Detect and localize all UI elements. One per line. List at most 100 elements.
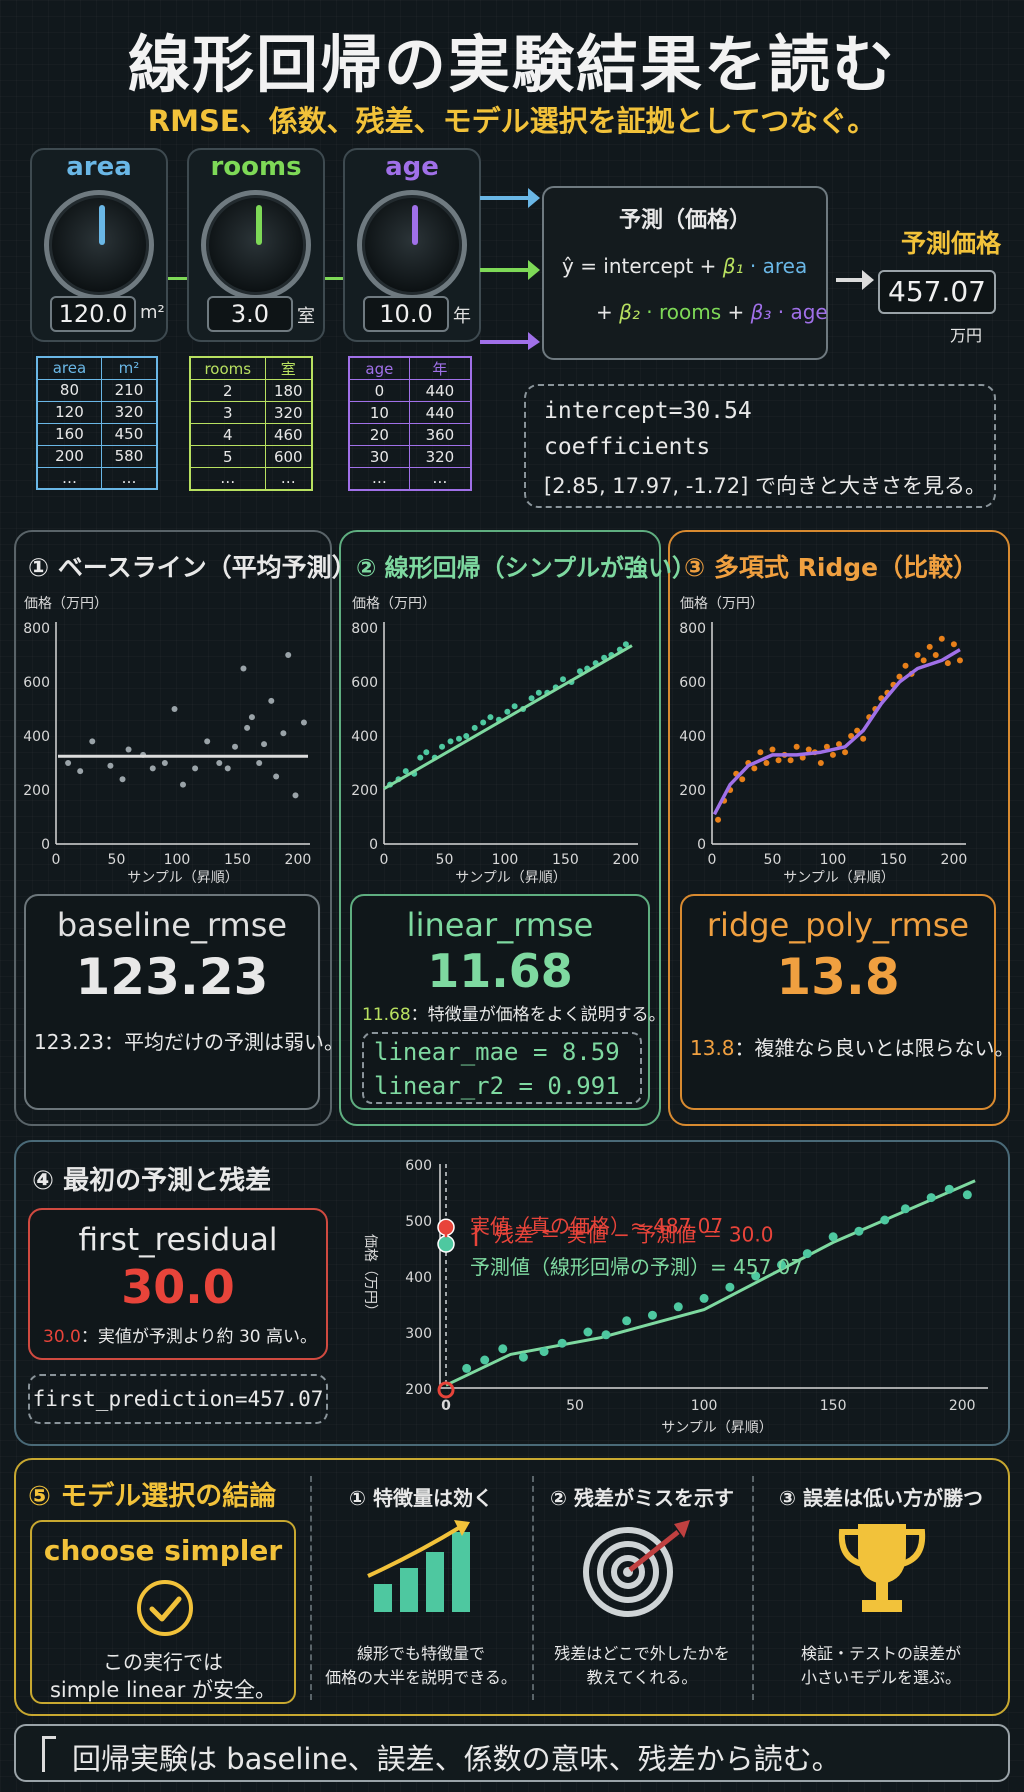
x-tick-label: 0: [52, 852, 61, 868]
table-cell: 160: [36, 422, 102, 446]
y-tick-label: 0: [369, 837, 378, 853]
predicted-label: 予測値（線形回帰の予測）= 457.07: [470, 1255, 803, 1279]
x-tick-label: 100: [691, 1398, 718, 1414]
table-cell: 580: [100, 444, 158, 468]
intercept-text: intercept=30.54: [544, 398, 752, 424]
data-point: [280, 730, 287, 737]
table-row: 5 600: [189, 445, 313, 468]
data-point: [757, 749, 764, 756]
dial-icon: [201, 190, 311, 300]
baseline-rmse-box: baseline_rmse 123.23 123.23：平均だけの予測は弱い。: [24, 894, 344, 1110]
y-tick-label: 600: [405, 1158, 432, 1174]
rooms-table: rooms 室 2 180 3 320 4 460 5 600……: [189, 356, 313, 491]
data-point: [244, 724, 251, 731]
data-point: [480, 719, 487, 726]
coefficients-box: intercept=30.54 coefficients [2.85, 17.9…: [524, 384, 996, 508]
residual-title: ④ 最初の予測と残差: [32, 1166, 272, 1196]
y-tick-label: 800: [23, 621, 50, 637]
data-point: [848, 733, 855, 739]
data-point: [725, 1282, 735, 1292]
first-prediction-box: first_prediction=457.07: [28, 1374, 328, 1424]
data-point: [775, 757, 782, 764]
point-3: ③ 誤差は低い方が勝つ 検証・テストの誤差が 小さいモデルを選ぶ。: [754, 1474, 1008, 1704]
y-tick-label: 600: [23, 675, 50, 691]
table-row: 2 180: [189, 379, 313, 402]
note-text: ：実値が予測より約 30 高い。: [80, 1327, 317, 1347]
data-point: [836, 741, 842, 748]
predicted-point: [437, 1235, 455, 1253]
data-point: [504, 708, 511, 715]
data-point: [622, 641, 629, 648]
x-tick-label: 50: [108, 852, 126, 868]
data-point: [673, 1302, 683, 1312]
area-table: area m² 80 210 120 320 160 450 200 580……: [36, 356, 158, 490]
data-point: [480, 1355, 490, 1365]
metric-note: 13.8：複雑なら良いとは限らない。: [690, 1032, 1015, 1061]
age-gauge: age 10.0 年: [343, 148, 481, 342]
ridge-rmse-box: ridge_poly_rmse 13.8 13.8：複雑なら良いとは限らない。: [680, 894, 1015, 1110]
table-row: 10 440: [348, 401, 472, 424]
x-tick-label: 200: [613, 852, 640, 868]
data-point: [511, 703, 518, 710]
table-cell: 0: [348, 379, 410, 402]
y-tick-label: 400: [351, 729, 378, 745]
y-axis-label: 価格（万円）: [362, 1234, 378, 1318]
beta3: β₃: [750, 300, 772, 324]
x-tick-label: 200: [949, 1398, 976, 1414]
point-line-2: 価格の大半を説明できる。: [325, 1668, 517, 1687]
metric-name: ridge_poly_rmse: [706, 906, 970, 944]
data-point: [240, 665, 247, 672]
point-2: ② 残差がミスを示す 残差はどこで外したかを 教えてくれる。: [534, 1474, 750, 1704]
table-header: area: [36, 356, 102, 380]
area-term: · area: [749, 254, 808, 278]
data-point: [793, 743, 800, 750]
table-header: 室: [264, 356, 313, 380]
y-tick-label: 500: [405, 1214, 432, 1230]
x-tick-label: 200: [285, 852, 312, 868]
feature-arrows: [480, 188, 540, 350]
data-point: [944, 660, 951, 667]
formula-box: 予測（価格） ŷ = intercept + β₁ · area + β₂ · …: [542, 186, 828, 360]
table-cell: 20: [348, 423, 410, 446]
table-header: 年: [408, 356, 472, 380]
table-cell: 10: [348, 401, 410, 424]
ridge-panel: [668, 530, 1010, 1126]
conclusion-panel: [14, 1458, 1010, 1716]
note-value: 123.23: [34, 1030, 104, 1054]
prediction-label: 予測価格: [900, 229, 1001, 258]
divider: [752, 1476, 754, 1700]
gauge-value: 10.0: [363, 296, 449, 332]
rooms-gauge: rooms 3.0 室: [187, 148, 325, 342]
data-point: [498, 1344, 508, 1354]
arrow-right-icon: [836, 270, 874, 290]
note-text: ：平均だけの予測は弱い。: [103, 1030, 344, 1054]
table-cell: 4: [189, 423, 266, 446]
data-point: [119, 776, 126, 783]
data-point: [285, 652, 292, 658]
table-cell: 450: [100, 422, 158, 446]
data-point: [583, 1327, 593, 1337]
linear-mae: linear_mae = 8.59: [374, 1038, 620, 1066]
data-point: [900, 1204, 910, 1214]
data-point: [471, 724, 478, 731]
metric-value: 30.0: [121, 1260, 235, 1314]
y-axis-label: 価格（万円）: [680, 596, 764, 612]
first-residual-box: first_residual 30.0 30.0：実値が予測より約 30 高い。: [28, 1208, 328, 1360]
data-point: [576, 668, 583, 675]
data-point: [932, 652, 939, 658]
data-point: [769, 746, 776, 753]
gauge-unit: 年: [453, 306, 471, 327]
x-tick-label: 100: [820, 852, 847, 868]
data-point: [715, 816, 722, 823]
data-point: [192, 765, 199, 772]
table-cell: 3: [189, 401, 266, 424]
data-point: [528, 695, 535, 702]
prediction-value: 457.07: [878, 270, 996, 314]
footer-marker: [42, 1736, 56, 1772]
table-row: 120 320: [36, 400, 158, 424]
x-axis-label: サンプル（昇順）: [127, 870, 239, 884]
note-text: ：複雑なら良いとは限らない。: [734, 1036, 1015, 1060]
data-point: [180, 781, 186, 788]
data-point: [777, 1260, 787, 1270]
linear-panel: [339, 530, 661, 1126]
